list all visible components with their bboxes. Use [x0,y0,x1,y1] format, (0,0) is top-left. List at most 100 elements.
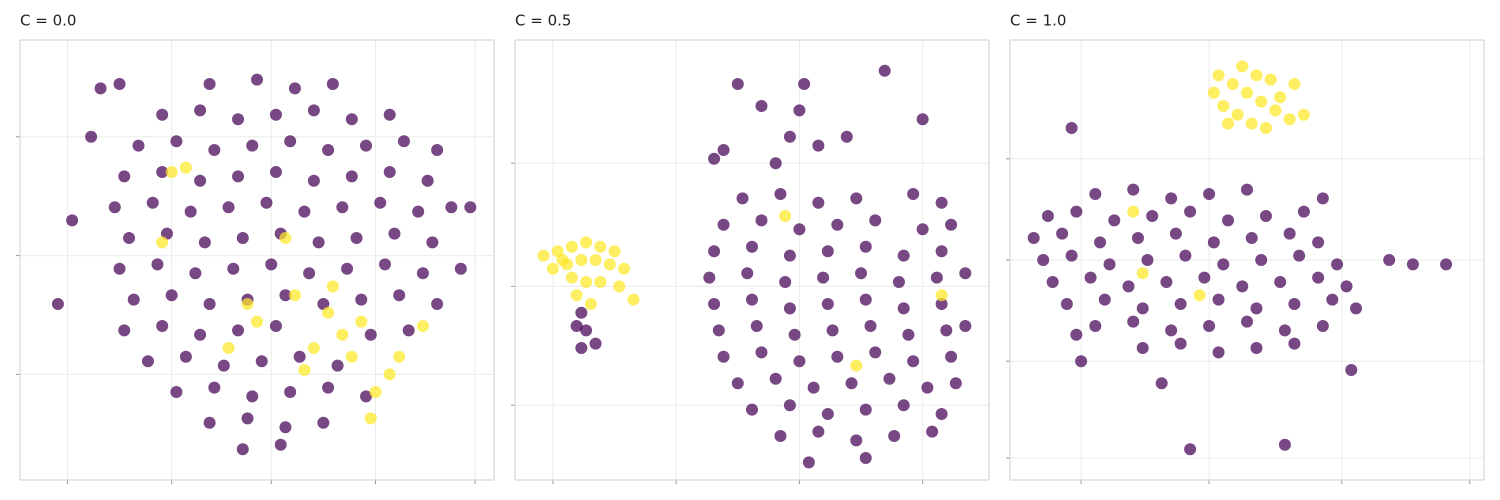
panel-border [19,39,495,481]
point [1255,95,1268,108]
point [360,139,373,152]
point [779,210,792,222]
point [712,324,725,337]
point [1207,236,1220,249]
point [1316,320,1329,332]
point [907,188,920,200]
point [755,100,768,112]
point [269,320,282,332]
point [1222,117,1235,130]
point [345,113,358,126]
point [736,192,749,205]
point [897,399,910,412]
point [141,355,154,368]
point [1155,377,1168,390]
point [708,298,721,310]
point [1184,205,1197,218]
point [288,289,301,302]
point [1217,100,1230,112]
point [156,236,169,249]
point [1245,232,1258,244]
point [355,293,368,306]
point [307,104,320,117]
panel-border [514,39,990,481]
point [1274,91,1287,104]
point [580,236,593,249]
point [1127,205,1140,218]
point [1174,298,1187,310]
point [355,315,368,328]
point [546,262,559,275]
point [1127,183,1140,196]
point [1245,117,1258,130]
point [798,78,811,90]
point [869,214,882,227]
point [1207,86,1220,99]
point [412,205,425,218]
point [454,262,467,275]
point [935,196,948,209]
point [251,73,263,86]
point [1212,293,1225,306]
point [123,232,136,244]
point [118,324,131,337]
point [203,298,216,310]
point [1250,342,1263,354]
point [1406,258,1419,271]
point [703,271,716,284]
point [336,328,349,341]
point [1070,205,1083,218]
point [907,355,920,368]
point [222,201,235,214]
point [603,258,616,271]
point [1070,328,1083,341]
point [570,289,583,302]
point [708,152,721,165]
point [717,350,730,363]
point [397,135,410,148]
point [322,306,335,319]
point [246,390,259,403]
point [878,64,891,77]
point [1217,258,1230,271]
point [1212,69,1225,82]
point [774,188,787,200]
point [1259,122,1272,134]
point [1041,210,1054,222]
point [1075,355,1088,368]
point [826,324,839,337]
point [1184,443,1197,456]
point [783,399,796,412]
point [921,381,934,394]
point [184,205,197,218]
point [708,245,721,258]
point [1056,227,1069,240]
point [1288,78,1301,90]
panel-border [1009,39,1485,481]
point [1312,271,1325,284]
point [1241,183,1253,196]
point [298,364,311,376]
point [236,443,249,456]
point [194,104,207,117]
point [66,214,79,227]
point [783,302,796,315]
point [251,315,263,328]
point [618,262,631,275]
point [537,249,550,262]
point [322,144,335,156]
point [1136,302,1149,315]
point [892,276,905,288]
point [156,166,169,178]
point [812,425,825,438]
point [269,108,282,121]
point [746,403,758,416]
point [897,302,910,315]
point [1312,236,1325,249]
point [336,201,349,214]
point [802,456,815,469]
point [307,342,320,354]
point [108,201,121,214]
point [1283,227,1296,240]
point [817,271,830,284]
